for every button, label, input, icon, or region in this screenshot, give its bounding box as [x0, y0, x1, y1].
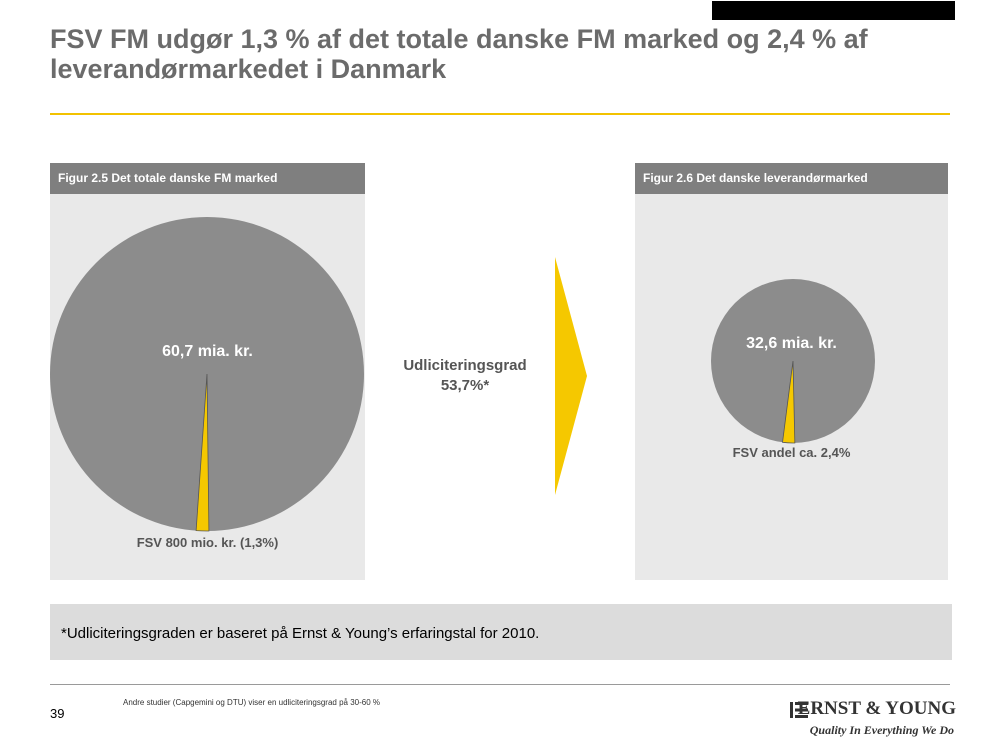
outsourcing-rate-value: 53,7%* [440, 377, 490, 394]
chart-panel-supplier-market: Figur 2.6 Det danske leverandørmarked 32… [635, 163, 948, 580]
logo-tagline: Quality In Everything We Do [809, 723, 954, 737]
logo-name: ERNST & YOUNG [797, 698, 956, 719]
footnote-box: *Udliciteringsgraden er baseret på Ernst… [50, 604, 952, 660]
pie-slice-fsv [782, 360, 796, 444]
chart-title: Figur 2.6 Det danske leverandørmarked [635, 163, 948, 194]
page-title: FSV FM udgør 1,3 % af det totale danske … [50, 24, 868, 84]
company-logo: ERNST & YOUNG Quality In Everything We D… [790, 698, 956, 742]
pie-chart-supplier-market [711, 279, 875, 444]
title-divider [50, 113, 950, 115]
outsourcing-rate-title: Udliciteringsgrad [403, 357, 527, 374]
outsourcing-rate-label: Udliciteringsgrad 53,7%* [380, 356, 550, 396]
pie-total-label: 60,7 mia. kr. [162, 343, 253, 360]
pie-share-label: FSV 800 mio. kr. (1,3%) [136, 535, 279, 550]
arrow-icon [555, 257, 587, 495]
source-note: Andre studier (Capgemini og DTU) viser e… [123, 698, 381, 707]
chart-panel-total-market: Figur 2.5 Det totale danske FM marked 60… [50, 163, 365, 580]
pie-slice-fsv [195, 373, 210, 532]
footnote-text: *Udliciteringsgraden er baseret på Ernst… [61, 625, 540, 642]
pie-share-label: FSV andel ca. 2,4% [732, 445, 851, 460]
redaction-bar [712, 1, 955, 20]
page-number: 39 [50, 706, 65, 721]
pie-total-label: 32,6 mia. kr. [746, 335, 837, 352]
logo-mark-icon [790, 702, 808, 718]
footer-divider [50, 684, 950, 685]
chart-title: Figur 2.5 Det totale danske FM marked [50, 163, 365, 194]
pie-chart-total-market [50, 217, 364, 532]
